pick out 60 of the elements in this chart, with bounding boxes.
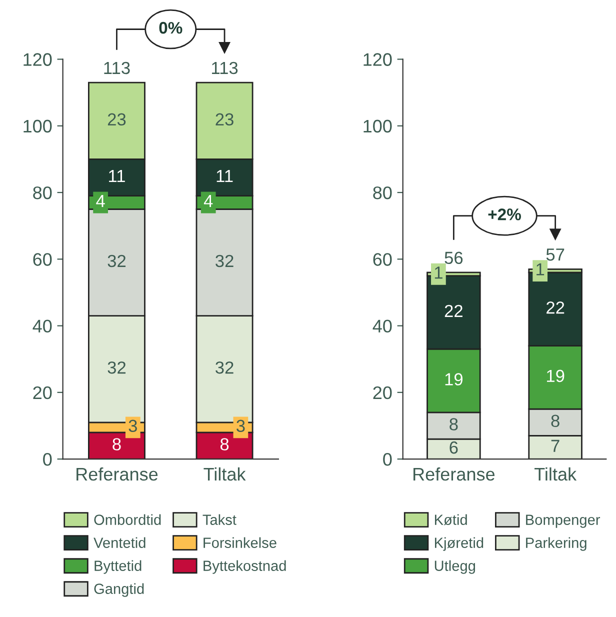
data-label: 8 (220, 438, 229, 450)
total-label: 113 (212, 62, 238, 74)
y-tick-label: 20 (373, 386, 392, 400)
y-tick-label: 0 (383, 452, 392, 466)
total-label: 57 (546, 248, 564, 261)
data-label: 3 (236, 420, 245, 432)
text: 0% (159, 22, 182, 34)
legend-label: Takst (202, 514, 236, 525)
x-tick-label: Tiltak (204, 467, 246, 481)
y-tick-label: 100 (364, 120, 392, 133)
total-label: 113 (104, 62, 130, 74)
legend-label: Parkering (526, 537, 586, 551)
y-tick-label: 20 (33, 386, 52, 400)
legend-label: Byttetid (94, 560, 142, 574)
annotation: +2% (488, 208, 521, 220)
x-tick-label: Referanse (76, 467, 158, 481)
data-label: 4 (204, 195, 213, 207)
total-label: 56 (444, 252, 463, 264)
y-tick-label: 120 (364, 53, 392, 66)
data-label: 19 (445, 373, 463, 386)
data-label: 23 (108, 113, 126, 126)
data-label: 1 (536, 263, 544, 276)
legend-label: Utlegg (434, 560, 476, 574)
legend-label: Kjøretid (434, 537, 484, 551)
legend-label: Forsinkelse (204, 537, 276, 548)
data-label: 11 (216, 170, 233, 182)
y-tick-label: 120 (24, 53, 52, 66)
y-tick-label: 60 (373, 253, 392, 266)
legend-label: Bompenger (526, 514, 600, 528)
y-tick-label: 40 (32, 320, 52, 332)
x-tick-label: Tiltak (534, 467, 577, 481)
y-tick-label: 80 (33, 186, 52, 200)
legend-label: Køtid (434, 514, 467, 526)
data-label: 8 (112, 438, 121, 450)
data-label: 8 (450, 418, 458, 430)
data-label: 32 (216, 254, 234, 268)
legend-label: Byttekostnad (204, 560, 286, 574)
legend-label: Ventetid (94, 537, 146, 548)
data-label: 19 (546, 370, 564, 382)
y-tick-label: 100 (24, 120, 52, 133)
data-label: 32 (216, 361, 234, 374)
y-tick-label: 60 (33, 253, 52, 266)
legend-label: Ombordtid (94, 514, 161, 525)
data-label: 1 (434, 266, 442, 279)
x-tick-label: Referanse (414, 467, 495, 481)
data-label: 7 (551, 440, 560, 452)
data-label: 3 (128, 420, 137, 432)
y-tick-label: 40 (372, 320, 392, 332)
y-tick-label: 0 (43, 452, 52, 466)
data-label: 11 (109, 170, 125, 182)
data-label: 22 (546, 301, 564, 314)
data-label: 6 (450, 441, 458, 454)
data-label: 32 (108, 361, 126, 374)
data-label: 32 (108, 254, 126, 268)
legend-label: Gangtid (94, 583, 144, 597)
data-label: 8 (551, 414, 560, 428)
data-label: 4 (96, 195, 105, 207)
y-tick-label: 80 (373, 186, 392, 200)
data-label: 23 (216, 113, 234, 126)
data-label: 22 (444, 304, 462, 317)
